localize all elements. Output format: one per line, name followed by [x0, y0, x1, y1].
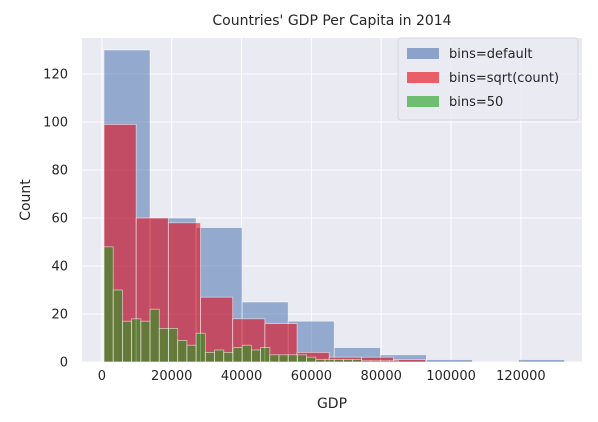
y-tick-label: 20 — [51, 308, 68, 323]
y-tick-label: 40 — [51, 260, 68, 275]
histogram-bar — [324, 359, 335, 363]
histogram-bar — [241, 344, 252, 363]
histogram-bar — [223, 351, 234, 363]
legend-label: bins=50 — [449, 95, 503, 110]
legend-label: bins=default — [449, 47, 533, 62]
y-tick-label: 120 — [43, 68, 68, 83]
x-tick-label: 80000 — [361, 369, 402, 384]
histogram-bar — [177, 339, 188, 363]
histogram-bar — [315, 359, 326, 363]
y-tick-labels: 0 20 40 60 80 100 120 — [43, 68, 68, 371]
y-tick-label: 60 — [51, 212, 68, 227]
histogram-bar — [214, 349, 225, 363]
histogram-bar — [333, 359, 344, 363]
legend-swatch — [407, 48, 439, 59]
histogram-bar — [306, 356, 317, 363]
x-tick-label: 60000 — [291, 369, 332, 384]
x-axis-label: GDP — [317, 396, 347, 412]
histogram-bar — [103, 246, 114, 363]
histogram-bar — [140, 320, 151, 363]
chart-title: Countries' GDP Per Capita in 2014 — [212, 13, 451, 29]
histogram-bar — [232, 347, 243, 363]
x-tick-labels: 0 20000 40000 60000 80000 100000 120000 — [98, 369, 546, 384]
histogram-bar — [425, 359, 473, 363]
histogram-bar — [204, 351, 215, 363]
histogram-bar — [297, 354, 308, 363]
histogram-bar — [352, 359, 363, 363]
legend: bins=default bins=sqrt(count) bins=50 — [397, 37, 579, 121]
histogram-bar — [343, 359, 354, 363]
histogram-bar — [278, 354, 289, 363]
histogram-bar — [122, 320, 133, 363]
y-tick-label: 100 — [43, 116, 68, 131]
histogram-bar — [158, 327, 169, 363]
bars — [103, 49, 565, 363]
x-tick-label: 40000 — [221, 369, 262, 384]
y-axis-label: Count — [18, 179, 34, 221]
histogram-bar — [379, 360, 390, 363]
histogram-bar — [370, 360, 381, 363]
histogram-bar — [269, 354, 280, 363]
legend-label: bins=sqrt(count) — [449, 71, 559, 86]
legend-box — [397, 37, 579, 121]
histogram-bar — [186, 344, 197, 363]
y-tick-label: 0 — [60, 356, 68, 371]
histogram-bar — [131, 318, 142, 363]
histogram-bar — [287, 354, 298, 363]
legend-swatch — [407, 96, 439, 107]
histogram-bar — [149, 308, 160, 363]
x-tick-label: 20000 — [151, 369, 192, 384]
x-tick-label: 0 — [98, 369, 106, 384]
histogram-bar — [168, 327, 179, 363]
histogram-bar — [389, 360, 400, 363]
histogram-bar — [112, 289, 123, 363]
x-tick-label: 100000 — [426, 369, 476, 384]
y-tick-label: 80 — [51, 164, 68, 179]
histogram-bar — [361, 360, 372, 363]
x-tick-label: 120000 — [496, 369, 546, 384]
histogram-bar — [250, 349, 261, 363]
series-2 — [103, 246, 400, 363]
legend-swatch — [407, 72, 439, 83]
histogram-bar — [260, 347, 271, 363]
histogram-bar — [195, 332, 206, 363]
histogram-bar — [518, 359, 565, 363]
